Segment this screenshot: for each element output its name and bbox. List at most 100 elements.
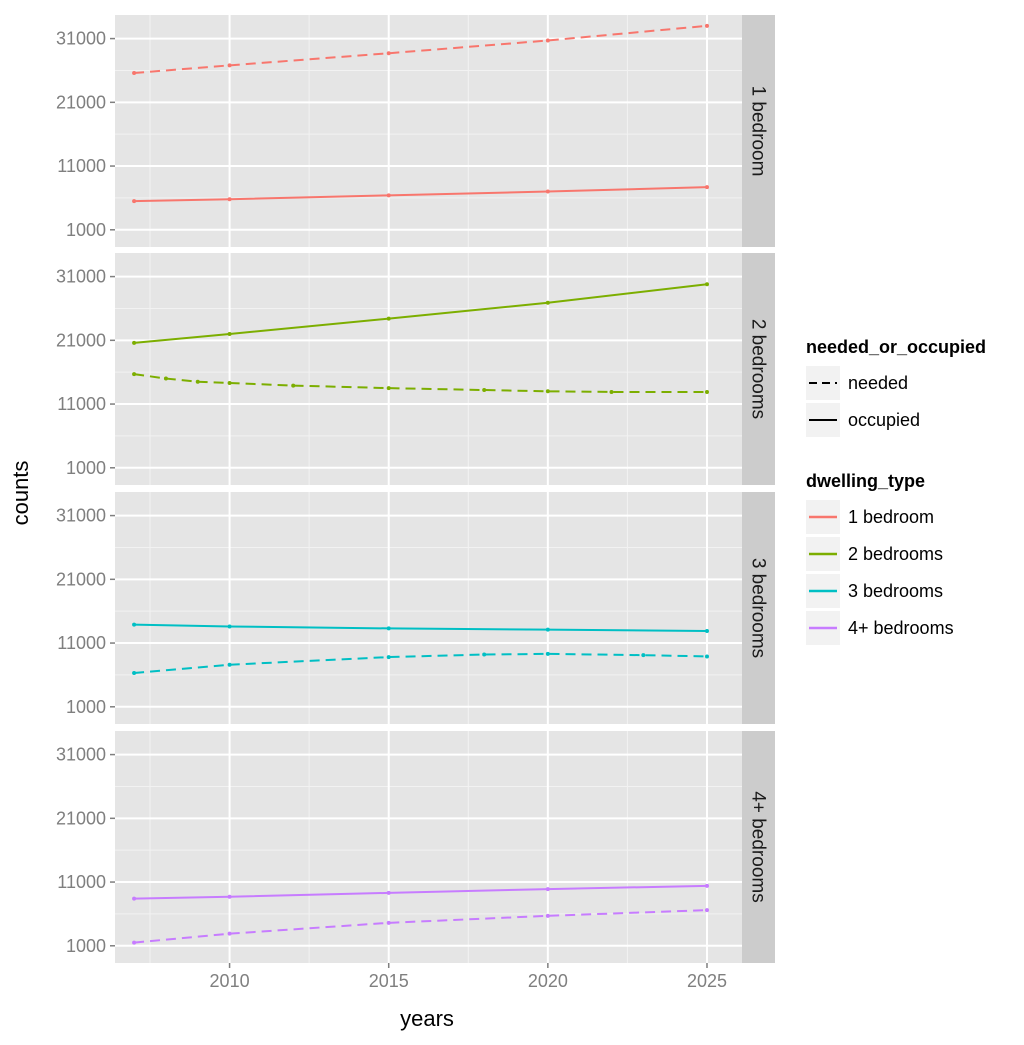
data-point [641, 653, 646, 658]
data-point [386, 316, 391, 321]
legend-colour-items: 1 bedroom 2 bedrooms 3 bedrooms 4+ bedrooms [806, 500, 954, 645]
data-point [132, 671, 137, 676]
data-point [132, 71, 137, 75]
panel: 1000 11000 21000 31000 1 bedroom [56, 15, 775, 247]
data-point [704, 628, 709, 633]
x-tick-label: 2015 [369, 971, 409, 991]
data-point [704, 23, 709, 28]
series-line-needed [134, 909, 708, 944]
data-point [227, 624, 232, 629]
data-point [195, 379, 200, 384]
data-point [227, 662, 232, 667]
data-point [386, 920, 391, 925]
facet-strip [742, 253, 775, 485]
legend-title-colour: dwelling_type [806, 471, 925, 491]
facet-strip [742, 492, 775, 724]
data-point [227, 197, 232, 202]
data-point [227, 63, 232, 68]
x-tick-label: 2010 [210, 971, 250, 991]
data-point [227, 381, 232, 386]
data-point [704, 389, 709, 394]
legend-linetype-label: needed [848, 373, 908, 393]
data-point [704, 654, 709, 659]
data-point [545, 887, 550, 892]
data-point [227, 931, 232, 936]
data-point [163, 376, 168, 381]
data-point [482, 652, 487, 657]
y-tick-label: 31000 [56, 745, 106, 765]
panel-background [115, 731, 742, 963]
legend-colour-label: 1 bedroom [848, 507, 934, 527]
data-point [386, 51, 391, 56]
y-tick-label: 11000 [57, 872, 106, 892]
x-tick-label: 2020 [528, 971, 568, 991]
facet-strip-label: 1 bedroom [748, 86, 769, 177]
data-point [291, 383, 296, 388]
panels-layer: 1000 11000 21000 31000 1 bedroom 1000 11000 210… [56, 15, 775, 963]
legend-linetype-items: needed occupied [806, 366, 920, 437]
data-point [227, 894, 232, 899]
series-line-needed [134, 24, 708, 74]
data-point [132, 622, 137, 627]
data-point [704, 908, 709, 913]
y-tick-label: 31000 [56, 267, 106, 287]
y-tick-label: 11000 [57, 394, 106, 414]
data-point [132, 340, 137, 345]
y-tick-label: 21000 [56, 92, 106, 112]
data-point [132, 372, 137, 377]
data-point [704, 282, 709, 287]
y-tick-label: 1000 [66, 458, 106, 478]
data-point [482, 388, 487, 393]
data-point [132, 199, 137, 204]
data-point [545, 300, 550, 305]
y-axis-title: counts [8, 461, 33, 526]
panel: 1000 11000 21000 31000 4+ bedrooms [56, 731, 775, 963]
data-point [386, 193, 391, 198]
y-tick-label: 21000 [56, 330, 106, 350]
panel-background [115, 253, 742, 485]
data-point [386, 655, 391, 660]
x-axis: 2010 2015 2020 2025 [210, 963, 727, 991]
panel: 1000 11000 21000 31000 2 bedrooms [56, 253, 775, 485]
y-tick-label: 31000 [56, 506, 106, 526]
x-axis-title: years [400, 1006, 454, 1031]
panel-background [115, 15, 742, 247]
facet-strip-label: 2 bedrooms [748, 319, 769, 419]
data-point [386, 626, 391, 631]
y-tick-label: 1000 [66, 220, 106, 240]
panel: 1000 11000 21000 31000 3 bedrooms [56, 492, 775, 724]
data-point [704, 883, 709, 888]
legend-linetype-label: occupied [848, 410, 920, 430]
data-point [545, 38, 550, 43]
data-point [609, 389, 614, 394]
data-point [704, 185, 709, 190]
series-line-needed [133, 373, 707, 393]
legend-colour-label: 4+ bedrooms [848, 618, 954, 638]
legend: needed_or_occupied needed occupied dwelli… [806, 337, 986, 645]
data-point [132, 940, 137, 945]
data-point [132, 896, 137, 901]
data-point [386, 890, 391, 895]
y-tick-label: 21000 [56, 569, 106, 589]
legend-title-linetype: needed_or_occupied [806, 337, 986, 357]
data-point [545, 913, 550, 918]
data-point [545, 189, 550, 194]
data-point [227, 331, 232, 336]
data-point [545, 627, 550, 632]
data-point [545, 651, 550, 656]
y-tick-label: 31000 [56, 29, 106, 49]
data-point [545, 389, 550, 394]
legend-colour-label: 3 bedrooms [848, 581, 943, 601]
facet-strip-label: 4+ bedrooms [748, 791, 769, 902]
panel-background [115, 492, 742, 724]
y-tick-label: 1000 [66, 697, 106, 717]
facet-strip-label: 3 bedrooms [748, 558, 769, 658]
legend-colour-label: 2 bedrooms [848, 544, 943, 564]
facet-strip [742, 731, 775, 963]
y-tick-label: 11000 [57, 156, 106, 176]
y-tick-label: 11000 [57, 633, 106, 653]
y-tick-label: 21000 [56, 808, 106, 828]
facet-strip [742, 15, 775, 247]
